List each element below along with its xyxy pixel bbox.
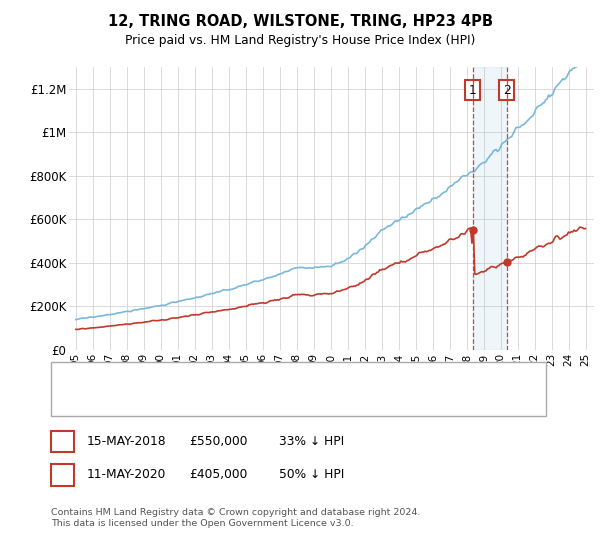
Text: HPI: Average price, detached house, Dacorum: HPI: Average price, detached house, Daco… (79, 396, 337, 406)
Text: 15-MAY-2018: 15-MAY-2018 (87, 435, 167, 448)
Text: 12, TRING ROAD, WILSTONE, TRING, HP23 4PB: 12, TRING ROAD, WILSTONE, TRING, HP23 4P… (107, 14, 493, 29)
Text: 1: 1 (469, 83, 477, 96)
Text: 11-MAY-2020: 11-MAY-2020 (87, 468, 166, 482)
Text: 33% ↓ HPI: 33% ↓ HPI (279, 435, 344, 448)
Text: 2: 2 (58, 468, 67, 482)
Text: Contains HM Land Registry data © Crown copyright and database right 2024.
This d: Contains HM Land Registry data © Crown c… (51, 508, 421, 528)
Text: 2: 2 (503, 83, 511, 96)
Text: 12, TRING ROAD, WILSTONE, TRING, HP23 4PB (detached house): 12, TRING ROAD, WILSTONE, TRING, HP23 4P… (79, 375, 442, 385)
Bar (473, 67, 506, 350)
Text: £550,000: £550,000 (189, 435, 248, 448)
Text: Price paid vs. HM Land Registry's House Price Index (HPI): Price paid vs. HM Land Registry's House … (125, 34, 475, 46)
Text: £405,000: £405,000 (189, 468, 247, 482)
Text: 1: 1 (58, 435, 67, 448)
Text: 50% ↓ HPI: 50% ↓ HPI (279, 468, 344, 482)
